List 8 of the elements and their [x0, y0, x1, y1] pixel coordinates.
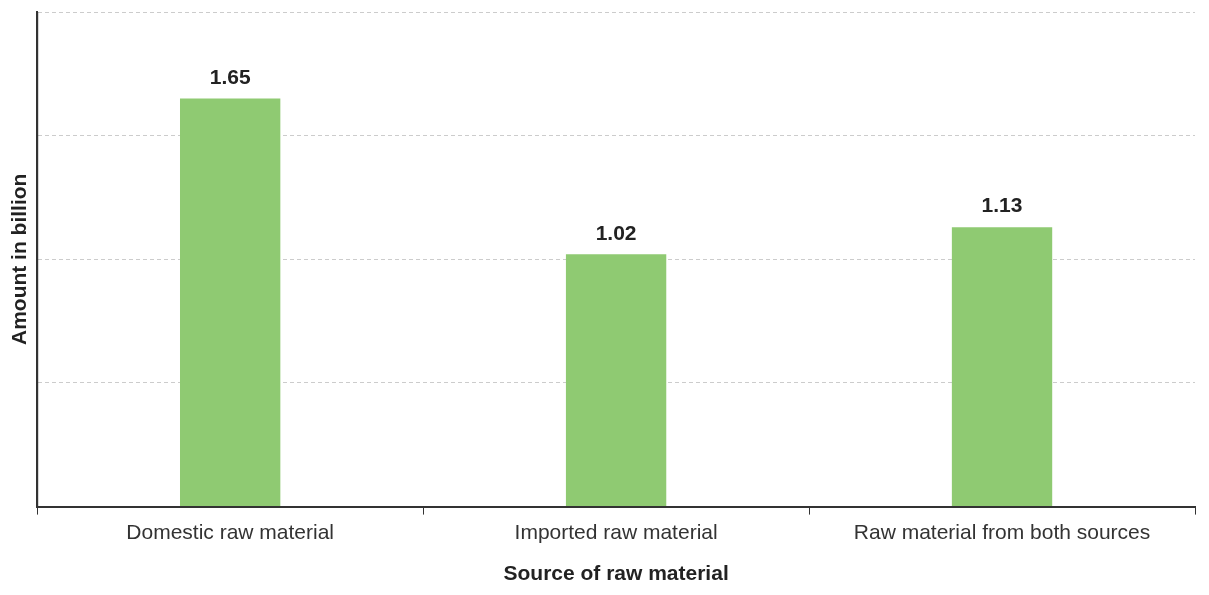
- data-label: 1.13: [981, 193, 1023, 217]
- data-label: 1.65: [209, 64, 251, 88]
- x-axis-title: Source of raw material: [503, 561, 729, 585]
- x-tick-label: Raw material from both sources: [853, 520, 1151, 543]
- y-axis-title: Amount in billion: [7, 173, 31, 346]
- data-label: 1.02: [595, 220, 637, 244]
- x-tick-label: Imported raw material: [514, 520, 718, 543]
- x-tick-label: Domestic raw material: [126, 520, 335, 543]
